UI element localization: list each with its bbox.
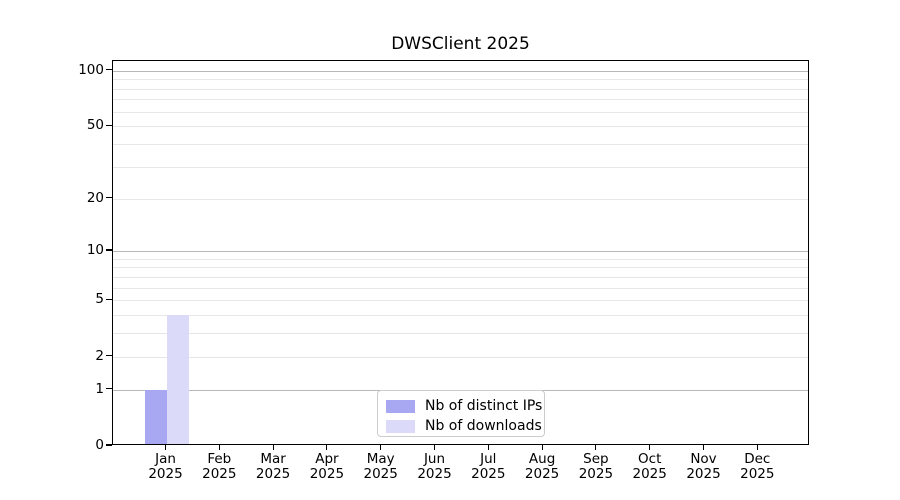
- gridline-minor: [113, 99, 808, 101]
- x-tick-mark: [433, 445, 436, 450]
- legend-label-downloads: Nb of downloads: [425, 418, 542, 434]
- gridline-minor: [113, 144, 808, 146]
- y-tick-mark: [106, 444, 112, 446]
- x-axis-tick-label: Apr 2025: [309, 451, 345, 482]
- legend: Nb of distinct IPs Nb of downloads: [377, 390, 545, 437]
- y-tick-mark: [106, 249, 112, 251]
- legend-item-downloads: Nb of downloads: [386, 417, 544, 435]
- x-tick-mark: [164, 445, 167, 450]
- legend-swatch-distinct-ips: [386, 399, 415, 413]
- gridline-minor: [113, 287, 808, 289]
- x-axis-tick-label: Nov 2025: [686, 451, 721, 482]
- x-tick-mark: [595, 445, 597, 450]
- y-tick-mark: [106, 388, 112, 390]
- gridline-minor: [113, 267, 808, 269]
- x-axis-tick-label: Oct 2025: [632, 451, 667, 482]
- x-axis-tick-label: Jan 2025: [148, 451, 183, 482]
- x-axis-tick-label: Jul 2025: [471, 451, 506, 482]
- gridline-minor: [113, 300, 808, 302]
- x-tick-mark: [649, 445, 651, 450]
- gridline-minor: [113, 276, 808, 278]
- y-axis-tick-label: 0: [95, 437, 104, 453]
- gridline-minor: [113, 198, 808, 200]
- x-axis-tick-label: Mar 2025: [255, 451, 291, 482]
- x-axis-tick-label: Feb 2025: [202, 451, 237, 482]
- x-tick-mark: [218, 445, 220, 450]
- y-tick-mark: [106, 196, 112, 199]
- gridline-major: [113, 70, 808, 72]
- bar-downloads: [166, 315, 189, 444]
- x-tick-mark: [541, 445, 543, 450]
- x-axis-tick-label: Dec 2025: [740, 451, 775, 482]
- x-axis-tick-label: Jun 2025: [417, 451, 452, 482]
- legend-label-distinct-ips: Nb of distinct IPs: [425, 398, 543, 414]
- x-tick-mark: [756, 445, 758, 450]
- x-tick-mark: [272, 445, 274, 450]
- x-axis-tick-label: Sep 2025: [578, 451, 614, 482]
- y-axis-tick-label: 100: [78, 61, 104, 78]
- plot-area: [112, 60, 809, 445]
- y-axis-tick-label: 1: [95, 380, 104, 397]
- y-tick-mark: [106, 298, 112, 300]
- x-tick-mark: [326, 445, 328, 450]
- gridline-minor: [113, 111, 808, 113]
- x-axis-tick-label: Aug 2025: [524, 451, 560, 482]
- y-tick-mark: [106, 69, 112, 71]
- gridline-minor: [113, 333, 808, 335]
- gridline-minor: [113, 258, 808, 260]
- y-tick-mark: [106, 124, 112, 126]
- bar-distinct-ips: [144, 389, 167, 444]
- y-axis-tick-label: 50: [86, 117, 104, 134]
- x-tick-mark: [702, 445, 705, 450]
- gridline-minor: [113, 88, 808, 90]
- gridline-minor: [113, 166, 808, 168]
- gridline-minor: [113, 126, 808, 128]
- gridline-minor: [113, 315, 808, 317]
- gridline-minor: [113, 356, 808, 358]
- x-tick-mark: [380, 445, 382, 450]
- gridline-major: [113, 251, 808, 253]
- x-axis-tick-label: May 2025: [363, 451, 398, 482]
- gridline-minor: [113, 79, 808, 81]
- y-axis-tick-label: 20: [86, 189, 104, 206]
- legend-item-distinct-ips: Nb of distinct IPs: [386, 397, 544, 415]
- legend-swatch-downloads: [386, 419, 415, 433]
- chart-title: DWSClient 2025: [391, 34, 530, 54]
- y-tick-mark: [106, 355, 112, 357]
- x-tick-mark: [487, 445, 489, 450]
- y-axis-tick-label: 5: [95, 291, 104, 308]
- y-axis-tick-label: 2: [95, 347, 104, 364]
- y-axis-tick-label: 10: [86, 242, 104, 259]
